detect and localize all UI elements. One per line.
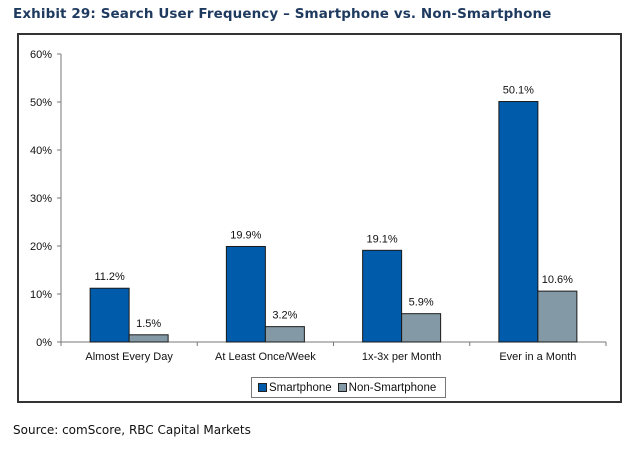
- non-smartphone-swatch-icon: [337, 383, 347, 392]
- x-axis: Almost Every Day At Least Once/Week 1x-3x …: [60, 341, 607, 363]
- y-tick-label: 60%: [30, 49, 52, 61]
- data-label: 19.1%: [367, 233, 398, 245]
- bar-non-smartphone: [401, 313, 442, 343]
- bar-non-smartphone: [264, 326, 305, 343]
- bar-smartphone: [89, 287, 130, 343]
- data-label: 5.9%: [409, 297, 434, 309]
- y-tick-label: 40%: [30, 145, 52, 157]
- x-tick-label: Almost Every Day: [85, 351, 173, 363]
- legend-item-smartphone: Smartphone: [258, 382, 332, 394]
- source-note: Source: comScore, RBC Capital Markets: [13, 423, 251, 437]
- y-axis: 0% 10% 20% 30% 40% 50% 60%: [30, 49, 62, 349]
- bar-smartphone: [498, 101, 539, 343]
- data-labels: 11.2% 19.9% 19.1% 50.1% 1.5% 3.2% 5.9% 10.6%: [94, 85, 573, 330]
- data-label: 10.6%: [542, 274, 573, 286]
- bar-smartphone: [225, 245, 266, 343]
- y-tick-label: 0%: [36, 337, 52, 349]
- bars: [89, 101, 578, 343]
- data-label: 1.5%: [136, 318, 161, 330]
- legend-item-non-smartphone: Non-Smartphone: [337, 381, 437, 394]
- legend-label: Smartphone: [269, 381, 332, 394]
- x-tick-label: Ever in a Month: [499, 351, 576, 363]
- data-label: 11.2%: [94, 271, 125, 283]
- y-tick-label: 50%: [30, 97, 52, 109]
- data-label: 50.1%: [503, 85, 534, 97]
- smartphone-swatch-icon: [258, 383, 267, 392]
- legend: Smartphone Non-Smartphone: [251, 377, 447, 398]
- x-tick-label: 1x-3x per Month: [362, 351, 441, 363]
- data-label: 3.2%: [272, 310, 297, 322]
- bar-non-smartphone: [128, 334, 169, 343]
- bar-non-smartphone: [537, 290, 578, 343]
- legend-label: Non-Smartphone: [348, 381, 437, 394]
- data-label: 19.9%: [230, 229, 261, 241]
- chart-frame: [17, 33, 622, 403]
- x-tick-label: At Least Once/Week: [215, 351, 316, 363]
- exhibit-title: Exhibit 29: Search User Frequency – Smar…: [13, 6, 552, 22]
- y-tick-label: 10%: [30, 289, 52, 301]
- y-tick-label: 20%: [30, 241, 52, 253]
- bar-smartphone: [362, 249, 403, 343]
- y-tick-label: 30%: [30, 193, 52, 205]
